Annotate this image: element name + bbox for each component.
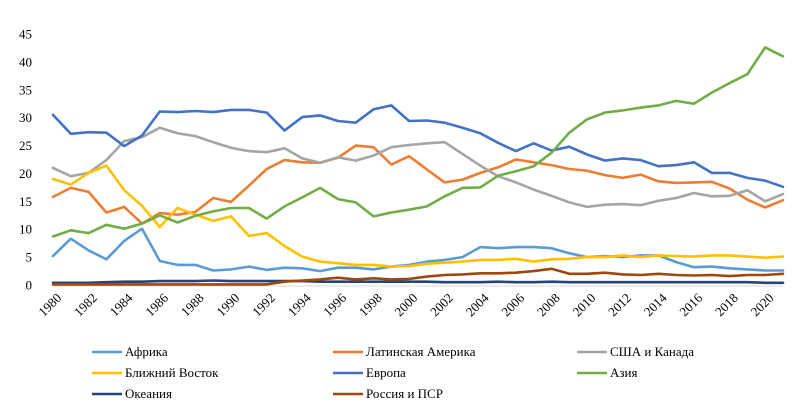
y-tick-label: 15 (19, 194, 32, 209)
legend-label: Европа (366, 365, 406, 380)
y-tick-label: 0 (26, 278, 33, 293)
y-tick-label: 45 (19, 27, 32, 42)
legend-item: Латинская Америка (333, 344, 476, 359)
series-line-5 (51, 104, 785, 189)
y-tick-label: 25 (19, 138, 32, 153)
legend-label: США и Канада (610, 344, 694, 359)
legend-label: Латинская Америка (366, 344, 476, 359)
legend-label: Африка (125, 344, 168, 359)
series-line-2 (51, 144, 785, 225)
legend-item: Ближний Восток (92, 365, 219, 380)
series-line-6 (51, 46, 785, 238)
legend-item: Россия и ПСР (333, 386, 443, 401)
y-tick-label: 5 (26, 250, 33, 265)
series-line-8 (51, 267, 785, 286)
y-tick-label: 40 (19, 54, 32, 69)
legend-item: США и Канада (577, 344, 694, 359)
legend-item: Азия (577, 365, 637, 380)
legend-label: Ближний Восток (125, 365, 219, 380)
y-tick-label: 35 (19, 82, 32, 97)
legend-label: Россия и ПСР (366, 386, 443, 401)
series-line-7 (51, 279, 785, 285)
legend-item: Европа (333, 365, 406, 380)
legend-item: Африка (92, 344, 168, 359)
y-axis: 0 5 10 15 20 25 30 35 40 45 (19, 27, 32, 293)
legend-item: Океания (92, 386, 172, 401)
y-tick-label: 20 (19, 166, 32, 181)
series-line-3 (51, 126, 785, 209)
legend-label: Азия (610, 365, 637, 380)
legend-label: Океания (125, 386, 172, 401)
y-tick-label: 30 (19, 110, 32, 125)
y-tick-label: 10 (19, 222, 32, 237)
series-line-4 (51, 164, 785, 268)
legend: Африка Латинская Америка США и Канада Ближн… (92, 344, 694, 401)
plot-area (51, 46, 785, 286)
